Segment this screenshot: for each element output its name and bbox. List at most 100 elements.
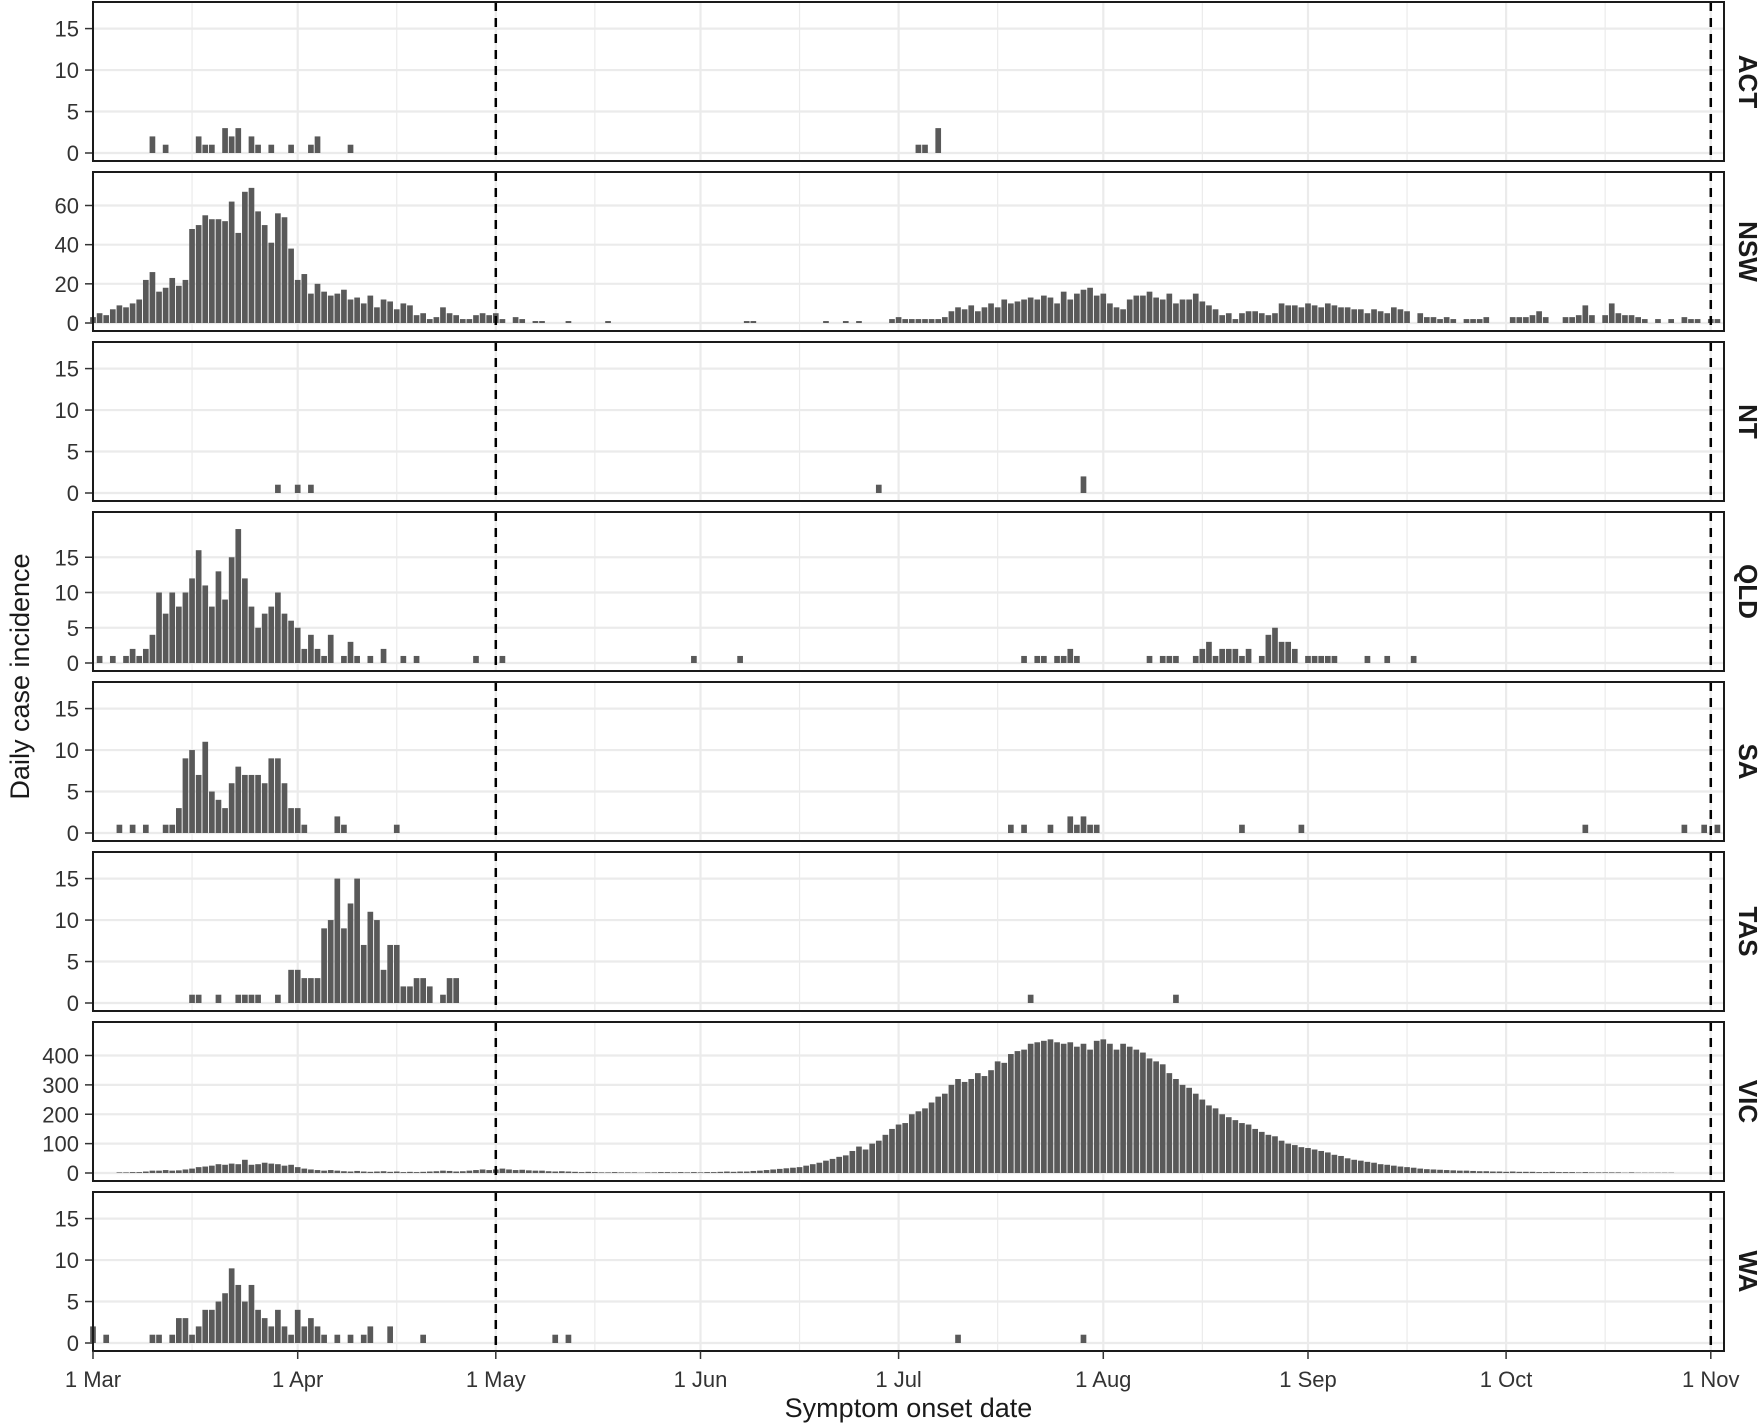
bar — [275, 758, 281, 833]
bar — [209, 1309, 215, 1343]
bar — [453, 1171, 460, 1173]
bar — [1278, 641, 1285, 663]
bar — [1291, 648, 1298, 663]
bar — [783, 1168, 790, 1173]
bar — [1166, 293, 1173, 323]
y-tick-label: 0 — [67, 141, 79, 166]
bar — [1569, 317, 1575, 323]
bar — [1324, 655, 1331, 663]
bar — [1173, 994, 1179, 1003]
bar — [499, 1168, 506, 1173]
bar — [1523, 1171, 1529, 1173]
bar — [202, 741, 209, 833]
bar — [875, 1140, 882, 1173]
bar — [1311, 655, 1318, 663]
bar — [1608, 303, 1615, 323]
bar — [1258, 313, 1265, 323]
bar — [499, 655, 506, 663]
bar — [222, 221, 228, 323]
bar — [1384, 1164, 1391, 1173]
bar — [228, 1163, 235, 1173]
panel-border — [92, 171, 1725, 332]
bar — [242, 191, 248, 323]
panel-background — [93, 2, 1724, 161]
bar — [202, 1166, 209, 1173]
bar — [585, 1171, 592, 1173]
bar — [1331, 655, 1338, 663]
bar — [955, 1334, 961, 1343]
bar — [1060, 655, 1067, 663]
bar — [1120, 1043, 1126, 1173]
bar — [1008, 1054, 1014, 1173]
bar — [697, 1172, 704, 1173]
bar — [1054, 655, 1060, 663]
bar — [96, 313, 103, 323]
bar — [1424, 317, 1430, 323]
bar — [400, 1172, 407, 1173]
bar — [222, 1164, 228, 1173]
bar — [539, 1170, 545, 1173]
bar — [367, 1326, 374, 1343]
bar — [1291, 305, 1298, 323]
bar — [1146, 1058, 1153, 1173]
bar — [974, 311, 981, 323]
bar — [123, 1172, 129, 1173]
bar — [407, 986, 413, 1003]
bar — [242, 578, 248, 663]
bar — [1067, 1042, 1074, 1173]
bar — [605, 321, 611, 323]
bar — [981, 307, 988, 323]
bar — [1100, 293, 1107, 323]
bar — [1424, 1169, 1430, 1173]
bar — [869, 1143, 876, 1173]
bar — [1126, 299, 1133, 323]
bar — [360, 1334, 367, 1343]
panel-tas: 0 5 10 15 TAS — [55, 851, 1763, 1016]
bar — [261, 1162, 268, 1173]
bar — [1153, 297, 1159, 323]
bar — [928, 319, 935, 323]
bar — [1523, 317, 1529, 323]
bar — [763, 1170, 770, 1173]
bar — [1080, 476, 1087, 493]
bar — [1404, 1167, 1410, 1173]
bar — [459, 1171, 466, 1173]
bar — [809, 1164, 816, 1173]
bar — [1192, 655, 1199, 663]
bar — [994, 1061, 1001, 1173]
bar — [1126, 1046, 1133, 1173]
bar — [1192, 293, 1199, 323]
y-tick-label: 15 — [55, 697, 79, 722]
bar — [215, 1164, 222, 1173]
bar — [1549, 1171, 1556, 1173]
bar — [215, 219, 222, 323]
bar — [1159, 299, 1166, 323]
panel-background — [93, 342, 1724, 501]
bar — [1529, 315, 1536, 323]
bar — [281, 783, 288, 833]
bar — [1311, 305, 1318, 323]
bar — [354, 297, 360, 323]
bar — [1516, 317, 1523, 323]
bar — [1364, 313, 1371, 323]
bar — [116, 1172, 123, 1173]
bar — [413, 1172, 420, 1173]
bar — [1305, 1148, 1311, 1173]
bar — [459, 319, 466, 323]
bar — [1602, 315, 1608, 323]
bar — [565, 1334, 572, 1343]
bar — [1562, 317, 1569, 323]
bar — [314, 1170, 321, 1173]
bar — [1384, 313, 1391, 323]
bar — [1041, 1040, 1047, 1173]
bar — [1146, 655, 1153, 663]
bar — [169, 1170, 176, 1173]
bar — [1173, 303, 1179, 323]
bar — [136, 655, 143, 663]
bar — [1589, 315, 1595, 323]
bar — [1199, 301, 1206, 323]
bar — [1305, 655, 1311, 663]
bar — [1159, 655, 1166, 663]
bar — [473, 315, 479, 323]
bar — [235, 1284, 242, 1343]
